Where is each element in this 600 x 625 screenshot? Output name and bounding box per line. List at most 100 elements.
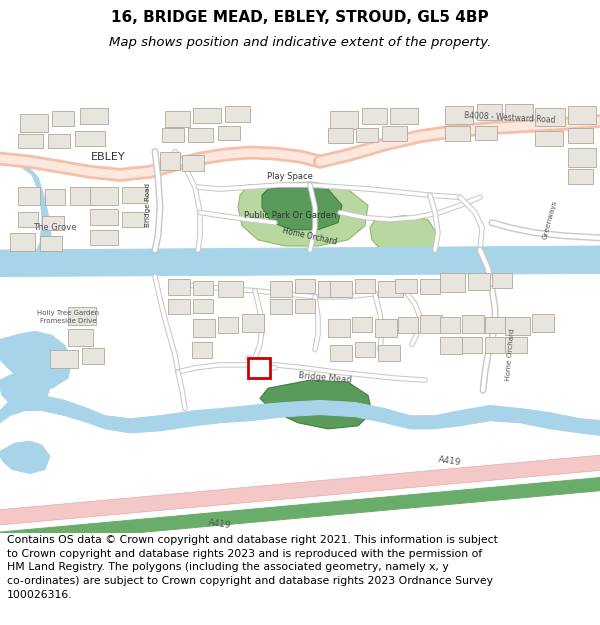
Bar: [70, 187, 95, 206]
Bar: [535, 108, 565, 126]
Polygon shape: [0, 454, 600, 526]
Bar: [568, 106, 596, 124]
Bar: [80, 108, 108, 124]
Text: A419: A419: [438, 455, 462, 468]
Bar: [122, 187, 147, 203]
Bar: [218, 126, 240, 141]
Bar: [420, 279, 440, 294]
Polygon shape: [238, 182, 368, 246]
Bar: [440, 338, 462, 354]
Bar: [40, 236, 62, 251]
Bar: [193, 319, 215, 338]
Bar: [420, 315, 442, 333]
Bar: [568, 169, 593, 184]
Bar: [225, 106, 250, 122]
Bar: [445, 106, 473, 124]
Text: EBLEY: EBLEY: [91, 152, 125, 162]
Bar: [248, 357, 270, 378]
Bar: [42, 216, 64, 230]
Bar: [462, 315, 484, 333]
Bar: [20, 114, 48, 132]
Bar: [468, 273, 490, 289]
Bar: [328, 319, 350, 338]
Bar: [270, 299, 292, 314]
Text: A419: A419: [208, 518, 232, 531]
Bar: [270, 281, 292, 297]
Bar: [390, 108, 418, 124]
Bar: [568, 128, 593, 143]
Text: Greenways: Greenways: [542, 199, 558, 240]
Polygon shape: [0, 396, 600, 436]
Bar: [165, 111, 190, 127]
Bar: [532, 314, 554, 332]
Bar: [328, 128, 353, 143]
Bar: [68, 329, 93, 346]
Bar: [355, 341, 375, 357]
Bar: [48, 134, 70, 149]
Bar: [378, 281, 403, 297]
Bar: [168, 279, 190, 295]
Polygon shape: [262, 185, 342, 230]
Text: Contains OS data © Crown copyright and database right 2021. This information is : Contains OS data © Crown copyright and d…: [7, 535, 498, 599]
Bar: [45, 189, 65, 206]
Text: The Grove: The Grove: [33, 223, 77, 232]
Bar: [505, 317, 530, 336]
Bar: [82, 348, 104, 364]
Bar: [330, 111, 358, 129]
Bar: [182, 154, 204, 171]
Bar: [90, 209, 118, 224]
Bar: [193, 281, 213, 295]
Bar: [193, 299, 213, 313]
Bar: [295, 299, 315, 313]
Bar: [18, 213, 38, 227]
Polygon shape: [0, 246, 600, 276]
Bar: [462, 338, 482, 352]
Bar: [492, 273, 512, 288]
Text: Bridge Road: Bridge Road: [145, 183, 151, 228]
Bar: [362, 108, 387, 124]
Polygon shape: [0, 441, 50, 474]
Bar: [52, 111, 74, 126]
Text: B4008 - Westward Road: B4008 - Westward Road: [464, 111, 556, 125]
Text: Holly Tree Garden
Fromeside Drive: Holly Tree Garden Fromeside Drive: [37, 310, 99, 324]
Text: Play Space: Play Space: [267, 173, 313, 181]
Bar: [188, 128, 213, 142]
Text: 16, BRIDGE MEAD, EBLEY, STROUD, GL5 4BP: 16, BRIDGE MEAD, EBLEY, STROUD, GL5 4BP: [111, 10, 489, 25]
Bar: [440, 273, 465, 292]
Text: Home Orchard: Home Orchard: [505, 328, 515, 381]
Bar: [318, 281, 343, 297]
Polygon shape: [260, 380, 372, 429]
Bar: [18, 134, 43, 149]
Polygon shape: [0, 162, 52, 276]
Polygon shape: [0, 372, 50, 409]
Bar: [192, 341, 212, 357]
Polygon shape: [370, 216, 438, 256]
Bar: [475, 126, 497, 141]
Text: Public Park Or Garden: Public Park Or Garden: [244, 211, 336, 220]
Bar: [75, 131, 105, 146]
Bar: [355, 279, 375, 292]
Bar: [330, 281, 352, 297]
Bar: [50, 349, 78, 368]
Bar: [398, 317, 418, 333]
Bar: [168, 299, 190, 314]
Bar: [122, 213, 144, 227]
Bar: [505, 338, 527, 352]
Bar: [485, 338, 507, 352]
Bar: [242, 314, 264, 332]
Bar: [160, 151, 180, 170]
Bar: [485, 317, 505, 333]
Bar: [10, 232, 35, 251]
Bar: [352, 317, 372, 332]
Bar: [356, 128, 378, 142]
Bar: [505, 104, 533, 120]
Bar: [382, 126, 407, 141]
Bar: [375, 319, 397, 338]
Bar: [535, 131, 563, 146]
Bar: [162, 128, 184, 142]
Bar: [218, 281, 243, 297]
Bar: [568, 149, 596, 167]
Bar: [330, 344, 352, 361]
Bar: [395, 279, 417, 292]
Bar: [445, 126, 470, 141]
